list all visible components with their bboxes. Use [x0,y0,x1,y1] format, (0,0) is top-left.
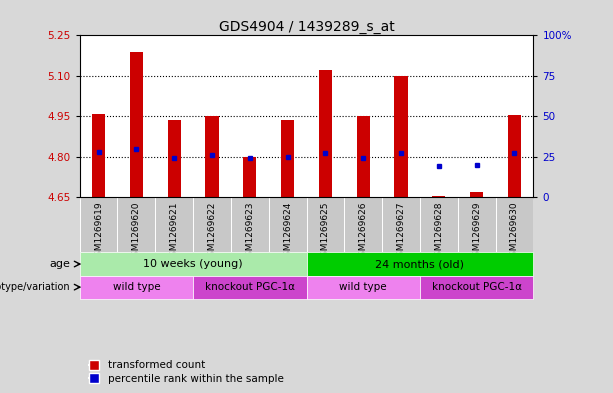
Text: GSM1269630: GSM1269630 [510,202,519,262]
Text: 24 months (old): 24 months (old) [375,259,465,269]
Bar [508,115,521,197]
Bar [80,252,306,275]
Bar [319,70,332,197]
Text: GSM1269623: GSM1269623 [245,202,254,262]
Text: GSM1269627: GSM1269627 [397,202,406,262]
Bar [470,192,483,197]
Text: GSM1269625: GSM1269625 [321,202,330,262]
Title: GDS4904 / 1439289_s_at: GDS4904 / 1439289_s_at [219,20,394,34]
Text: GSM1269629: GSM1269629 [472,202,481,262]
Bar [432,196,446,197]
Bar [92,114,105,197]
Text: age: age [50,259,70,269]
Text: knockout PGC-1α: knockout PGC-1α [205,282,295,292]
Text: GSM1269620: GSM1269620 [132,202,141,262]
Bar [80,275,193,299]
Text: GSM1269621: GSM1269621 [170,202,179,262]
Bar [243,157,256,197]
Text: genotype/variation: genotype/variation [0,282,70,292]
Bar [306,275,420,299]
Legend: transformed count, percentile rank within the sample: transformed count, percentile rank withi… [85,356,288,388]
Bar [420,275,533,299]
Text: 10 weeks (young): 10 weeks (young) [143,259,243,269]
Text: GSM1269622: GSM1269622 [207,202,216,262]
Bar [281,120,294,197]
Text: GSM1269624: GSM1269624 [283,202,292,262]
Text: wild type: wild type [113,282,160,292]
Bar [167,120,181,197]
Bar [193,275,306,299]
Bar [394,76,408,197]
Text: GSM1269628: GSM1269628 [434,202,443,262]
Bar [306,252,533,275]
Bar [205,116,219,197]
Bar [357,116,370,197]
Text: GSM1269626: GSM1269626 [359,202,368,262]
Text: knockout PGC-1α: knockout PGC-1α [432,282,522,292]
Text: GSM1269619: GSM1269619 [94,202,103,262]
Text: wild type: wild type [340,282,387,292]
Bar [130,51,143,197]
